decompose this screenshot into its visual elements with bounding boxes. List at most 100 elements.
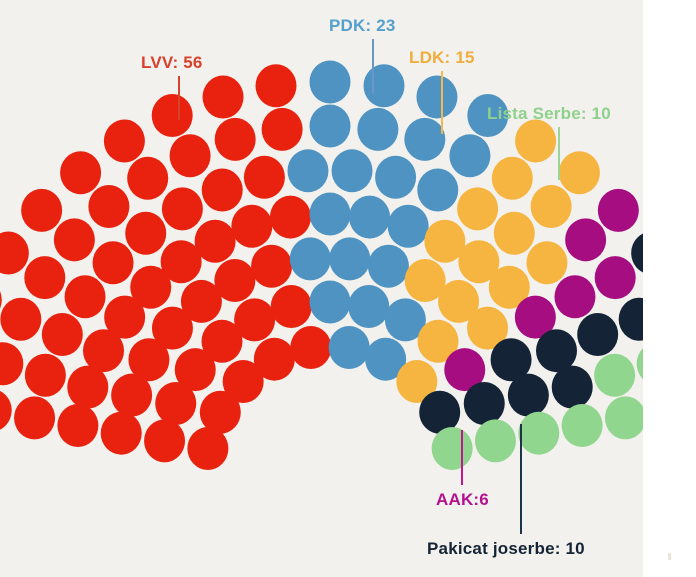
- seat-dot-lvv: [0, 297, 42, 341]
- seat-dot-lvv: [21, 188, 63, 232]
- seat-dot-lvv: [0, 342, 24, 386]
- seat-dot-lvv: [0, 231, 29, 275]
- seat-dot-serbe: [474, 419, 516, 463]
- seat-dot-pdk: [287, 149, 329, 193]
- seat-dot-ldk: [404, 259, 446, 303]
- leader-line-lista-serbe: [558, 127, 560, 180]
- seat-dot-pak: [507, 373, 549, 417]
- seat-dot-pdk: [348, 285, 390, 329]
- seat-dot-pdk: [467, 94, 509, 138]
- seat-dot-lvv: [201, 319, 243, 363]
- seat-dot-lvv: [253, 337, 295, 381]
- seat-dot-pdk: [384, 298, 426, 342]
- party-label-lvv: LVV: 56: [141, 53, 203, 72]
- seat-dot-ldk: [467, 306, 509, 350]
- seat-dot-lvv: [255, 64, 297, 108]
- seat-dot-serbe: [604, 396, 643, 440]
- leader-line-ldk: [441, 71, 443, 134]
- seat-dot-ldk: [530, 184, 572, 228]
- seat-dot-ldk: [396, 359, 438, 403]
- party-label-pdk: PDK: 23: [329, 16, 396, 35]
- seat-dot-aak: [444, 348, 486, 392]
- seat-dot-pdk: [309, 280, 351, 324]
- seat-dot-ldk: [493, 211, 535, 255]
- seat-dot-lvv: [199, 390, 241, 434]
- seat-dot-lvv: [270, 285, 312, 329]
- seat-dot-pdk: [309, 60, 351, 104]
- seat-dot-ldk: [488, 265, 530, 309]
- seat-dot-lvv: [24, 256, 66, 300]
- leader-line-lvv: [178, 76, 180, 120]
- seat-dot-lvv: [64, 275, 106, 319]
- seat-dot-lvv: [187, 426, 229, 470]
- edge-artifact-mark: [668, 553, 671, 560]
- seat-dot-pdk: [331, 149, 373, 193]
- seat-dot-lvv: [100, 411, 142, 455]
- seat-dot-lvv: [169, 134, 211, 178]
- seat-dot-lvv: [53, 218, 95, 262]
- seat-dot-pdk: [387, 204, 429, 248]
- seat-dot-lvv: [104, 295, 146, 339]
- seat-dot-lvv: [128, 338, 170, 382]
- seat-dot-lvv: [127, 156, 169, 200]
- seat-dot-ldk: [457, 187, 499, 231]
- seat-dot-lvv: [83, 329, 124, 373]
- seat-dot-pdk: [309, 104, 351, 148]
- seat-dot-lvv: [234, 298, 276, 342]
- seat-dot-aak: [514, 295, 556, 339]
- seat-dot-pdk: [309, 192, 351, 236]
- seat-dot-ldk: [515, 119, 557, 163]
- seat-dot-ldk: [491, 156, 533, 200]
- seat-dot-lvv: [151, 306, 193, 350]
- seat-dot-ldk: [438, 279, 480, 323]
- seat-dot-pdk: [349, 195, 391, 239]
- seat-dot-lvv: [151, 94, 193, 138]
- seat-dot-pdk: [367, 244, 409, 288]
- seat-dot-lvv: [214, 117, 256, 161]
- seat-dot-lvv: [130, 265, 172, 309]
- seat-dot-lvv: [125, 211, 167, 255]
- seat-dot-ldk: [526, 241, 568, 285]
- seat-dot-pdk: [365, 337, 407, 381]
- seat-dot-lvv: [222, 359, 264, 403]
- seat-dot-lvv: [243, 155, 285, 199]
- seat-dot-pdk: [328, 325, 370, 369]
- seat-dot-lvv: [14, 396, 56, 440]
- seat-dot-lvv: [88, 184, 130, 228]
- seat-dot-lvv: [57, 404, 99, 448]
- seat-dot-lvv: [194, 219, 236, 263]
- seat-dot-lvv: [0, 291, 2, 309]
- seat-dot-aak: [565, 218, 607, 262]
- seat-dot-serbe: [636, 348, 643, 380]
- seat-dot-lvv: [202, 75, 244, 119]
- seat-dot-lvv: [92, 241, 134, 285]
- seat-dot-ldk: [458, 240, 500, 284]
- seat-dot-pdk: [363, 64, 405, 108]
- seat-dot-lvv: [0, 390, 12, 430]
- party-label-aak: AAK:6: [436, 490, 489, 509]
- seat-dot-ldk: [558, 151, 600, 195]
- chart-canvas: LVV: 56 PDK: 23 LDK: 15 Lista Serbe: 10 …: [0, 0, 643, 577]
- seat-dot-ldk: [424, 219, 466, 263]
- seat-dot-pak: [490, 338, 532, 382]
- party-label-ldk: LDK: 15: [409, 48, 475, 67]
- seat-dot-lvv: [251, 244, 293, 288]
- seat-dot-aak: [554, 275, 596, 319]
- seat-dot-aak: [594, 256, 636, 300]
- party-label-lista-serbe: Lista Serbe: 10: [487, 104, 611, 123]
- seat-dot-lvv: [161, 187, 203, 231]
- seat-dot-lvv: [290, 325, 332, 369]
- seat-dot-serbe: [561, 404, 603, 448]
- seat-dot-pdk: [417, 168, 459, 212]
- seat-dot-lvv: [269, 195, 311, 239]
- seat-dot-lvv: [201, 168, 243, 212]
- seat-dot-serbe: [594, 353, 636, 397]
- seat-dot-pdk: [289, 237, 331, 281]
- seat-dot-lvv: [261, 107, 303, 151]
- seat-dot-lvv: [180, 279, 222, 323]
- seat-dot-lvv: [111, 373, 153, 417]
- seat-dot-lvv: [231, 204, 273, 248]
- party-label-pakicat-joserbe: Pakicat joserbe: 10: [427, 539, 585, 558]
- seat-dot-lvv: [174, 348, 216, 392]
